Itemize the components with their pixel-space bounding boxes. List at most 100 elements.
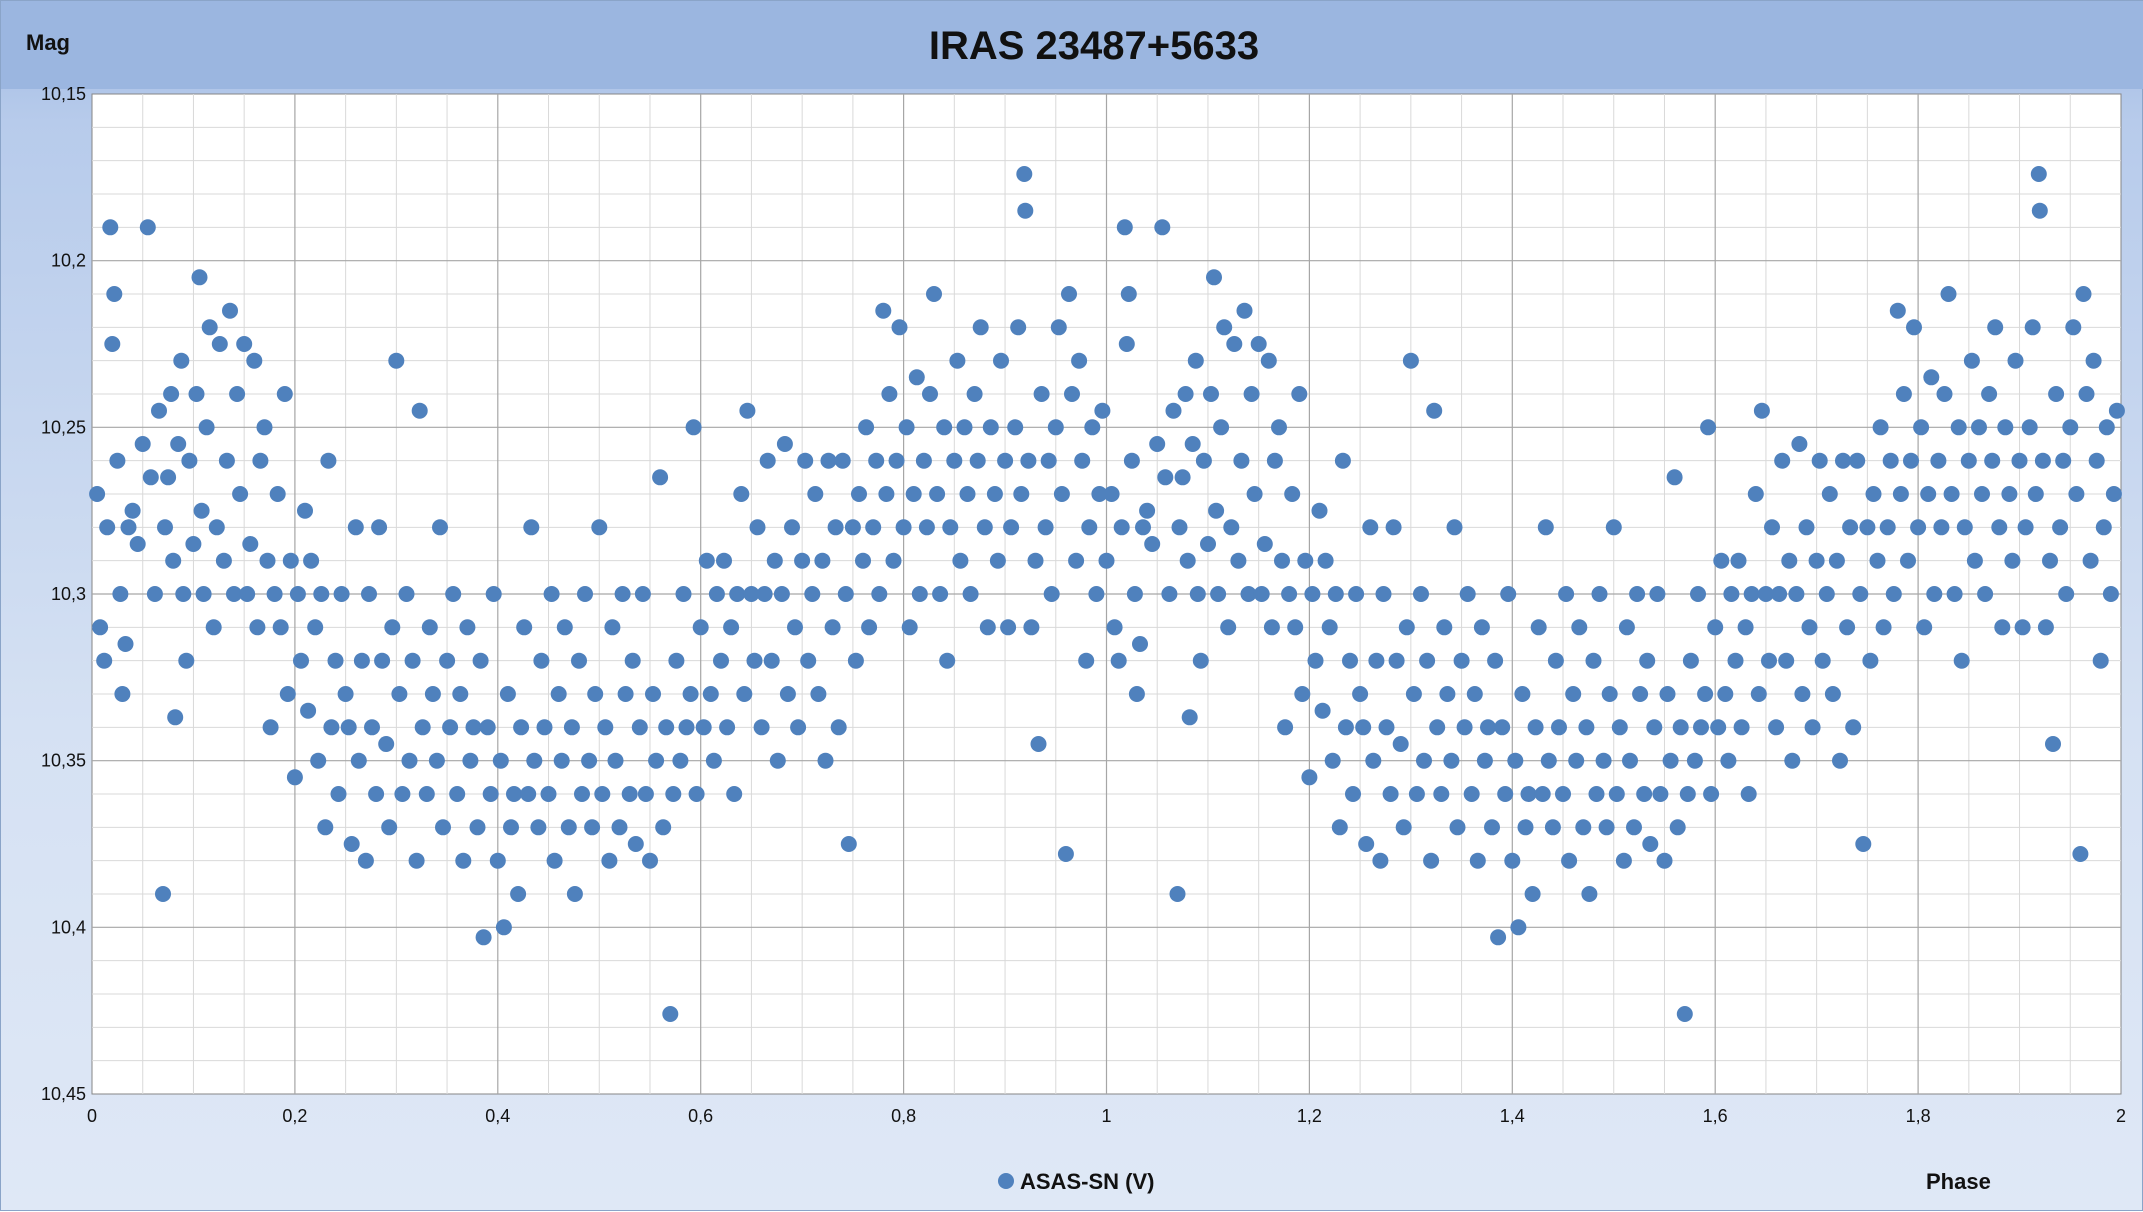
data-point <box>1910 519 1927 536</box>
data-point <box>1608 786 1625 802</box>
data-point <box>2085 352 2102 369</box>
data-point <box>1426 402 1443 419</box>
data-point <box>1859 519 1876 536</box>
data-point <box>753 719 770 736</box>
data-point <box>1484 819 1500 836</box>
data-point <box>652 469 669 486</box>
data-point <box>520 786 537 802</box>
data-point <box>249 619 266 636</box>
data-point <box>1123 452 1140 469</box>
x-tick-label: 1,6 <box>1703 1106 1728 1126</box>
grid <box>92 94 2121 1094</box>
data-point <box>269 486 286 502</box>
data-point <box>1459 586 1476 602</box>
data-point <box>236 336 253 352</box>
x-tick-label: 0,8 <box>891 1106 916 1126</box>
data-point <box>878 486 895 502</box>
data-point <box>1266 452 1283 469</box>
data-point <box>1646 719 1663 736</box>
data-point <box>794 552 811 569</box>
data-point <box>170 436 187 452</box>
data-point <box>2014 619 2031 636</box>
data-point <box>1091 486 1108 502</box>
data-point <box>398 586 415 602</box>
legend-marker <box>998 1173 1014 1189</box>
data-point <box>1963 352 1980 369</box>
data-point <box>146 586 163 602</box>
data-point <box>614 586 631 602</box>
data-point <box>581 752 598 769</box>
data-point <box>2031 202 2048 219</box>
data-point <box>1233 452 1250 469</box>
data-point <box>855 552 871 569</box>
data-point <box>1788 586 1805 602</box>
data-point <box>726 786 743 802</box>
data-point <box>279 686 296 702</box>
data-point <box>779 686 796 702</box>
data-point <box>648 752 665 769</box>
data-point <box>766 552 783 569</box>
data-point <box>905 486 922 502</box>
data-point <box>1043 586 1060 602</box>
data-point <box>1195 452 1212 469</box>
data-point <box>784 519 800 536</box>
data-point <box>1601 686 1618 702</box>
data-point <box>246 352 263 369</box>
data-point <box>1615 852 1632 869</box>
data-point <box>526 752 543 769</box>
data-point <box>1016 166 1033 182</box>
data-point <box>875 302 892 319</box>
data-point <box>698 552 715 569</box>
data-point <box>949 352 966 369</box>
data-point <box>1713 552 1730 569</box>
data-point <box>1747 486 1764 502</box>
data-point <box>627 836 644 852</box>
data-point <box>1480 719 1496 736</box>
data-point <box>1497 786 1514 802</box>
data-point <box>1094 402 1111 419</box>
data-point <box>1253 586 1270 602</box>
data-point <box>1113 519 1130 536</box>
data-point <box>837 586 854 602</box>
data-point <box>317 819 334 836</box>
data-point <box>915 452 932 469</box>
data-point <box>969 452 986 469</box>
data-point <box>323 719 340 736</box>
data-point <box>1862 652 1879 669</box>
data-point <box>702 686 719 702</box>
data-point <box>1565 686 1582 702</box>
x-tick-label: 0,2 <box>282 1106 307 1126</box>
data-point <box>205 619 222 636</box>
data-point <box>692 619 709 636</box>
data-point <box>327 652 344 669</box>
data-point <box>2017 519 2034 536</box>
data-point <box>1950 419 1967 436</box>
data-point <box>350 752 367 769</box>
data-point <box>1534 786 1551 802</box>
data-point <box>1405 686 1422 702</box>
data-point <box>1181 709 1198 726</box>
data-point <box>1500 586 1517 602</box>
data-point <box>986 486 1003 502</box>
data-point <box>1385 519 1402 536</box>
data-point <box>1768 719 1785 736</box>
data-point <box>1324 752 1341 769</box>
data-point <box>1943 486 1960 502</box>
data-point <box>330 786 347 802</box>
data-point <box>499 686 516 702</box>
data-point <box>1088 586 1105 602</box>
data-point <box>1524 886 1541 902</box>
data-point <box>424 686 441 702</box>
data-point <box>1571 619 1588 636</box>
data-point <box>1210 586 1227 602</box>
data-point <box>1078 652 1095 669</box>
data-point <box>1144 536 1161 552</box>
data-point <box>1672 719 1689 736</box>
data-point <box>1757 586 1774 602</box>
data-point <box>1991 519 2008 536</box>
data-point <box>2095 519 2112 536</box>
data-point <box>173 352 190 369</box>
data-point <box>1263 619 1280 636</box>
data-point <box>300 702 317 719</box>
data-point <box>1213 419 1230 436</box>
